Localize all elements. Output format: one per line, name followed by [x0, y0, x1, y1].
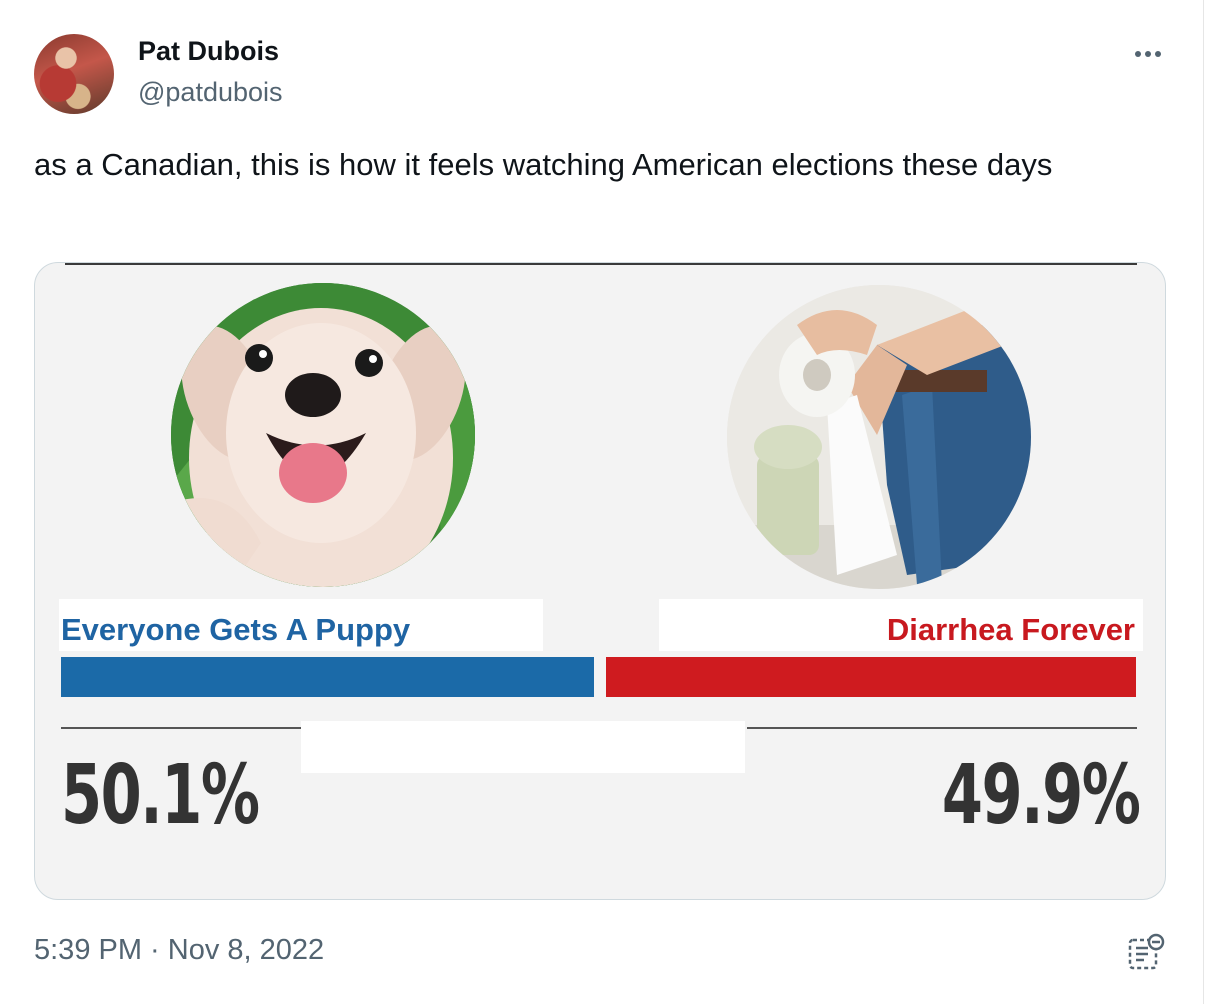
tweet-media-image[interactable]: Everyone Gets A Puppy Diarrhea Forever 5…: [34, 262, 1166, 900]
left-vote-bar: [61, 657, 594, 697]
more-dot: [1145, 51, 1151, 57]
left-label-background: [59, 599, 543, 651]
right-candidate-name: Diarrhea Forever: [886, 612, 1135, 647]
tweet-text: as a Canadian, this is how it feels watc…: [34, 147, 1053, 182]
media-top-rule: [65, 263, 1137, 265]
author-name[interactable]: Pat Dubois: [138, 36, 280, 66]
more-dot: [1155, 51, 1161, 57]
right-vote-bar: [606, 657, 1136, 697]
right-divider: [747, 727, 1137, 729]
page-right-border: [1203, 0, 1204, 1004]
left-divider: [61, 727, 301, 729]
right-percentage: 49.9%: [941, 748, 1140, 843]
left-percentage: 50.1%: [61, 748, 260, 843]
more-dot: [1135, 51, 1141, 57]
author-handle[interactable]: @patdubois: [138, 77, 283, 107]
more-options-icon[interactable]: [1130, 44, 1166, 64]
tweet-timestamp[interactable]: 5:39 PM · Nov 8, 2022: [34, 934, 325, 966]
community-notes-icon[interactable]: [1126, 932, 1166, 972]
author-avatar[interactable]: [34, 34, 114, 114]
right-label-background: [659, 599, 1143, 651]
toilet-paper-photo: [727, 285, 1031, 589]
left-candidate-name: Everyone Gets A Puppy: [61, 612, 411, 647]
center-white-box: [301, 721, 745, 773]
puppy-photo: [171, 283, 475, 587]
